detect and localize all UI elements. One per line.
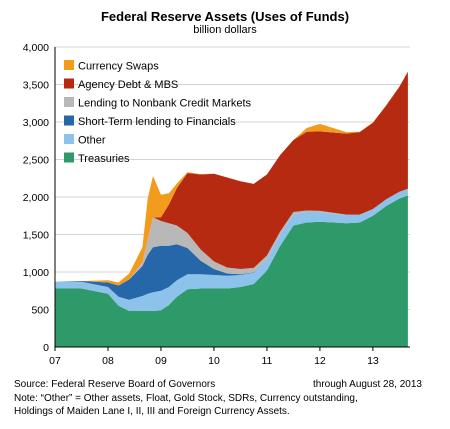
legend-label: Treasuries <box>78 153 130 165</box>
axes: 0 500 1,000 1,500 2,000 2,500 3,000 3,500 4,000 0… <box>23 42 410 367</box>
date-note: through August 28, 2013 <box>313 379 422 390</box>
y-tick-label: 3,000 <box>23 117 49 129</box>
x-tick-label: 08 <box>102 355 114 367</box>
y-tick-label: 2,000 <box>23 192 49 204</box>
y-tick-label: 0 <box>43 342 49 354</box>
legend-swatch <box>64 97 74 107</box>
definition-note-line2: Holdings of Maiden Lane I, II, III and F… <box>14 406 290 417</box>
y-tick-label: 4,000 <box>23 42 49 54</box>
source-note: Source: Federal Reserve Board of Governo… <box>14 379 216 390</box>
area-treasuries <box>55 195 408 347</box>
y-tick-label: 1,000 <box>23 267 49 279</box>
legend-swatch <box>64 115 74 126</box>
area-currency-swaps <box>55 71 408 286</box>
area-lending-to-nonbank-credit-markets <box>55 188 408 286</box>
stacked-areas <box>55 71 408 347</box>
area-other <box>55 188 408 311</box>
legend-label: Other <box>78 135 106 147</box>
legend-label: Lending to Nonbank Credit Markets <box>78 98 252 110</box>
definition-note-line1: Note: “Other” = Other assets, Float, Gol… <box>14 393 358 404</box>
legend-swatch <box>64 134 74 144</box>
legend-label: Agency Debt & MBS <box>78 79 178 91</box>
area-short-term-lending-to-financials <box>55 188 408 300</box>
x-tick-label: 13 <box>367 355 379 367</box>
chart-subtitle: billion dollars <box>193 24 257 36</box>
y-tick-label: 2,500 <box>23 155 49 167</box>
legend-label: Short-Term lending to Financials <box>78 116 236 128</box>
area-agency-debt-mbs <box>55 71 408 286</box>
legend-label: Currency Swaps <box>78 61 159 73</box>
legend-swatch <box>64 78 74 89</box>
x-tick-label: 10 <box>208 355 220 367</box>
y-tick-label: 500 <box>31 305 49 317</box>
x-tick-label: 12 <box>314 355 326 367</box>
x-tick-label: 11 <box>261 355 272 367</box>
y-tick-label: 1,500 <box>23 230 49 242</box>
x-tick-label: 09 <box>155 355 167 367</box>
legend-swatch <box>64 60 74 70</box>
legend: Currency Swaps Agency Debt & MBS Lending t… <box>64 60 252 165</box>
x-tick-label: 07 <box>49 355 61 367</box>
legend-swatch <box>64 152 74 163</box>
chart-title: Federal Reserve Assets (Uses of Funds) <box>100 9 350 24</box>
y-tick-label: 3,500 <box>23 80 49 92</box>
